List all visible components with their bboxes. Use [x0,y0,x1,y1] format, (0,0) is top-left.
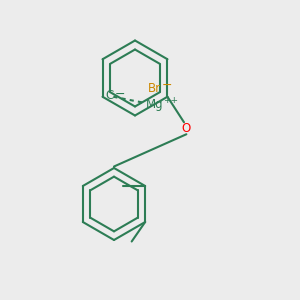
Text: −: − [115,88,125,101]
Text: O: O [182,122,191,135]
Text: Mg: Mg [146,98,163,111]
Text: ++: ++ [163,96,178,105]
Text: −: − [161,79,172,92]
Text: C: C [105,89,113,102]
Text: Br: Br [148,82,161,95]
